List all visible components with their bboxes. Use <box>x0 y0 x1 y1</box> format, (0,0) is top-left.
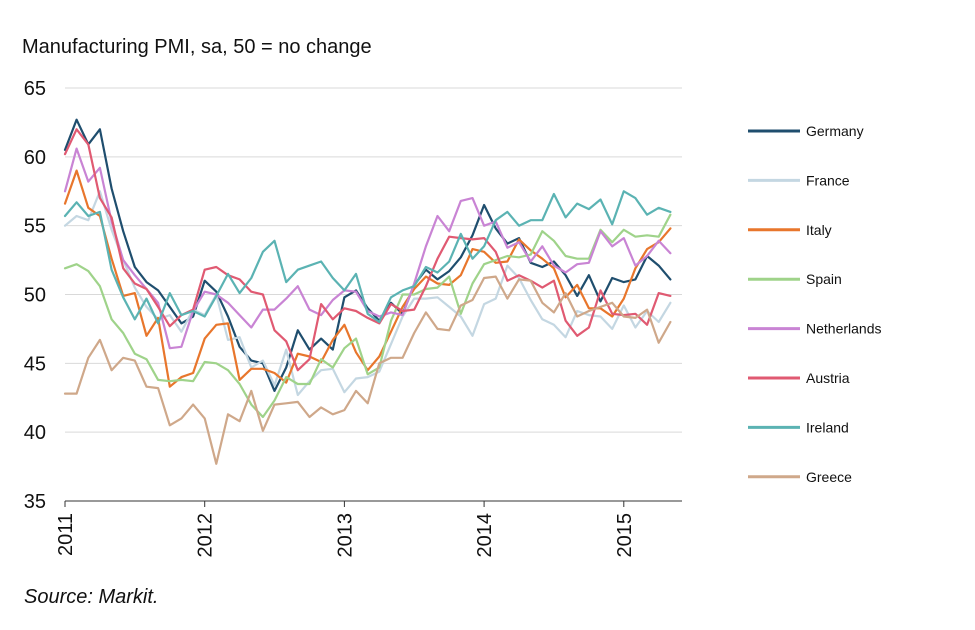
series-line-spain <box>63 213 672 419</box>
legend-label-greece: Greece <box>806 469 852 485</box>
y-axis-ticks: 35 40 45 50 55 60 65 <box>24 78 46 513</box>
series-line-austria <box>63 128 672 372</box>
x-axis: 2011 2012 2013 2014 2015 <box>55 500 682 558</box>
series-line-ireland <box>63 190 672 325</box>
source-note: Source: Markit. <box>24 586 159 608</box>
series-line-greece <box>63 275 672 465</box>
x-tick-label: 2011 <box>55 513 77 556</box>
x-tick-label: 2012 <box>195 513 217 558</box>
y-tick-label: 45 <box>24 353 46 375</box>
legend: Germany France Italy Spain Netherlands Austri… <box>748 123 882 485</box>
series-line-germany <box>63 118 672 392</box>
legend-label-spain: Spain <box>806 271 842 287</box>
legend-label-germany: Germany <box>806 123 864 139</box>
legend-label-netherlands: Netherlands <box>806 321 882 337</box>
y-tick-label: 35 <box>24 491 46 513</box>
x-tick-label: 2015 <box>614 513 636 558</box>
legend-label-austria: Austria <box>806 370 850 386</box>
chart-title: Manufacturing PMI, sa, 50 = no change <box>22 36 372 58</box>
y-tick-label: 65 <box>24 78 46 100</box>
y-tick-label: 50 <box>24 285 46 307</box>
legend-label-ireland: Ireland <box>806 419 849 435</box>
series-lines <box>63 118 672 465</box>
y-tick-label: 40 <box>24 422 46 444</box>
legend-label-italy: Italy <box>806 222 832 238</box>
y-tick-label: 60 <box>24 147 46 169</box>
series-line-france <box>63 190 672 397</box>
x-tick-label: 2014 <box>474 513 496 558</box>
x-tick-label: 2013 <box>334 513 356 558</box>
y-tick-label: 55 <box>24 216 46 238</box>
series-line-italy <box>63 169 672 388</box>
legend-label-france: France <box>806 172 850 188</box>
